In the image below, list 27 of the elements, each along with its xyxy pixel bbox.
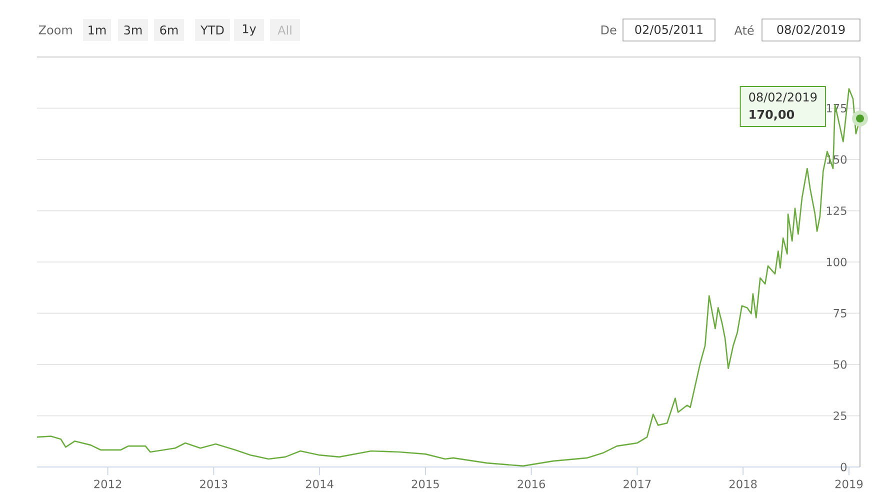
text: 6m [160,25,178,35]
y-tick-label: 25 [834,411,846,420]
annotation: 170,00 [750,110,794,120]
y-tick-label: 125 [826,206,846,216]
text: 1y [242,24,256,36]
text: 08/02/2019 [777,24,845,35]
x-tick-label: 2012 [94,480,122,488]
x-tick-label: 2014 [306,480,334,488]
text: 02/05/2011 [635,24,702,35]
x-tick-label: 2016 [518,480,546,488]
x-tick-label: 2018 [730,480,757,488]
y-tick-label: 100 [826,258,847,266]
x-tick-label: 2017 [624,480,651,488]
text: 1m [88,26,106,34]
text: All [278,25,292,35]
text: Zoom [38,26,72,34]
annotation: 08/02/2019 [749,92,817,103]
text: 3m [124,25,142,35]
y-tick-label: 50 [834,360,847,369]
x-tick-label: 2019 [835,480,863,488]
text: De [601,26,616,34]
y-tick-label: 75 [834,309,846,318]
x-tick-label: 2013 [200,480,228,488]
text: YTD [200,26,224,34]
x-tick-label: 2015 [412,480,439,488]
y-tick-label: 0 [840,462,847,472]
text: Até [734,25,754,35]
